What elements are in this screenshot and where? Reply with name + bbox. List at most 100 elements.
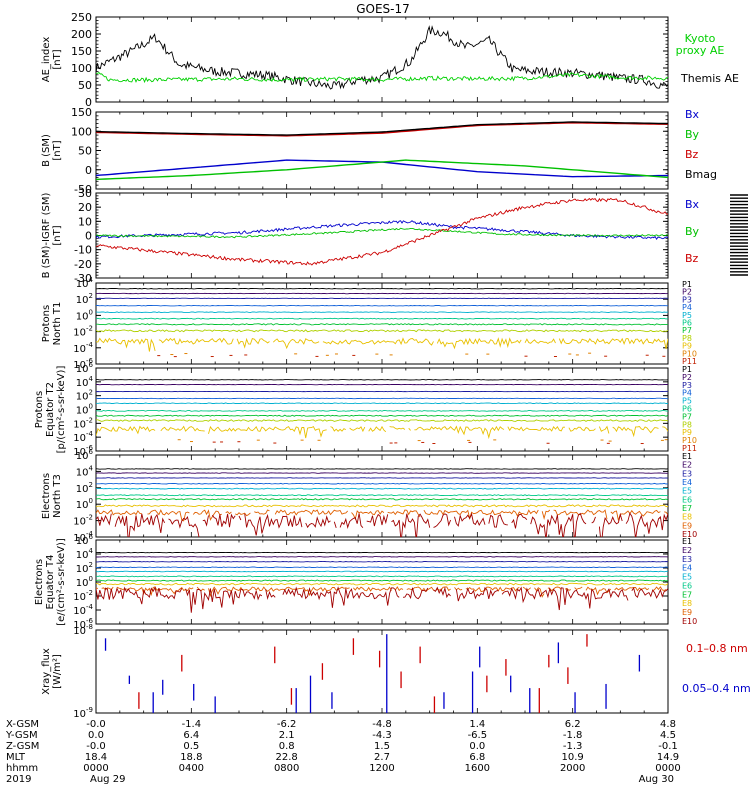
- y-tick-label: 10-4: [73, 530, 93, 544]
- x-axis-value: 0000: [655, 763, 680, 774]
- x-axis-value: 0400: [179, 763, 204, 774]
- legend-entry: Kyoto: [685, 32, 716, 45]
- y-tick-label: 100: [76, 497, 93, 511]
- y-tick-label: 10-9: [73, 706, 93, 720]
- y-axis-label: AE_index: [41, 37, 52, 83]
- tick-exponent: -4: [86, 603, 94, 611]
- channel-label: E8: [682, 599, 692, 608]
- tick-base: 10: [76, 536, 89, 547]
- x-axis-value: 1.4: [469, 719, 485, 730]
- y-tick-label: 150: [71, 106, 92, 119]
- tick-exponent: 0: [89, 403, 93, 411]
- tick-exponent: 2: [89, 389, 93, 397]
- y-tick-label: 106: [76, 361, 94, 375]
- tick-base: 10: [73, 447, 86, 458]
- legend-entry: 0.1–0.8 nm: [686, 642, 748, 655]
- y-tick-label: 104: [76, 547, 94, 561]
- series-line-e6: [96, 494, 668, 497]
- y-tick-label: -10: [74, 244, 92, 257]
- y-tick-label: 102: [76, 292, 93, 306]
- x-axis-value: -1.8: [563, 730, 583, 741]
- y-axis-label: Electrons: [41, 473, 52, 519]
- series-line-p5: [96, 311, 668, 313]
- y-tick-label: 100: [76, 403, 93, 417]
- series-line-e5: [96, 487, 668, 490]
- channel-label: E7: [682, 504, 692, 513]
- tick-base: 10: [73, 344, 86, 355]
- tick-base: 10: [76, 378, 89, 389]
- plot-area: [96, 287, 668, 358]
- series-line-p6: [96, 317, 668, 320]
- y-axis-label: [nT]: [52, 49, 63, 69]
- channel-label: E6: [682, 581, 692, 590]
- channel-label: P8: [682, 334, 692, 343]
- series-line-p2: [96, 292, 668, 295]
- tick-exponent: -2: [86, 514, 93, 522]
- channel-label: P11: [682, 444, 697, 453]
- series-line-p9: [96, 337, 668, 352]
- x-axis-value: 1.5: [374, 741, 390, 752]
- series-line-bmag: [96, 121, 668, 136]
- channel-label: E1: [682, 452, 692, 461]
- series-line-p9: [96, 425, 668, 440]
- channel-label: P7: [682, 412, 692, 421]
- legend-entry: Bz: [685, 252, 699, 265]
- y-tick-label: 10-2: [73, 325, 93, 339]
- tick-exponent: -2: [86, 325, 93, 333]
- legend-entry: Bz: [685, 148, 699, 161]
- tick-base: 10: [76, 550, 89, 561]
- x-axis-value: Aug 29: [90, 774, 125, 785]
- series-line-e4: [96, 566, 668, 569]
- series-line-by: [96, 227, 668, 239]
- channel-label: P4: [682, 303, 692, 312]
- series-line-by: [96, 159, 668, 181]
- y-axis-label: North T3: [52, 474, 63, 518]
- series-line-e10: [96, 512, 668, 537]
- tick-base: 10: [73, 626, 86, 637]
- channel-label: P3: [682, 381, 692, 390]
- tick-base: 10: [76, 364, 89, 375]
- y-axis-label: Protons: [34, 391, 45, 428]
- x-row-label: Y-GSM: [5, 730, 38, 741]
- tick-exponent: 4: [89, 276, 94, 284]
- tick-base: 10: [76, 311, 89, 322]
- series-line-e1: [96, 468, 668, 470]
- y-tick-label: 10-8: [73, 623, 93, 637]
- plot-area: [96, 468, 668, 537]
- tick-base: 10: [76, 578, 89, 589]
- tick-base: 10: [76, 279, 89, 290]
- y-tick-label: 20: [78, 201, 92, 214]
- y-axis-label: [nT]: [52, 225, 63, 245]
- x-axis-value: -0.1: [658, 741, 678, 752]
- x-axis-value: 10.9: [562, 752, 584, 763]
- tick-exponent: 2: [89, 292, 93, 300]
- x-axis-value: 4.8: [660, 719, 676, 730]
- y-tick-label: -50: [74, 183, 92, 196]
- x-axis-value: -6.5: [468, 730, 488, 741]
- tick-exponent: 0: [89, 575, 93, 583]
- channel-label: P3: [682, 295, 692, 304]
- x-axis-value: -1.3: [563, 741, 583, 752]
- tick-exponent: -4: [86, 341, 94, 349]
- y-axis-label: Equator T2: [45, 382, 56, 437]
- series-line-p8: [96, 329, 668, 333]
- plot-area: [96, 379, 668, 445]
- series-line-p3: [96, 297, 668, 300]
- legend-entry: Bx: [685, 198, 700, 211]
- legend-entry: Bmag: [685, 168, 717, 181]
- x-axis-value: Aug 30: [639, 774, 674, 785]
- series-line-e7: [96, 579, 668, 582]
- y-tick-label: 50: [78, 145, 92, 158]
- channel-label: E3: [682, 555, 692, 564]
- panel-frame: [95, 16, 669, 103]
- plot-area: [96, 551, 668, 613]
- x-axis-value: 4.5: [660, 730, 676, 741]
- tick-base: 10: [73, 517, 86, 528]
- y-tick-label: -20: [74, 258, 92, 271]
- channel-label: E8: [682, 513, 692, 522]
- series-line-bz: [96, 122, 668, 137]
- series-line-p5: [96, 402, 668, 405]
- channel-label: P6: [682, 405, 692, 414]
